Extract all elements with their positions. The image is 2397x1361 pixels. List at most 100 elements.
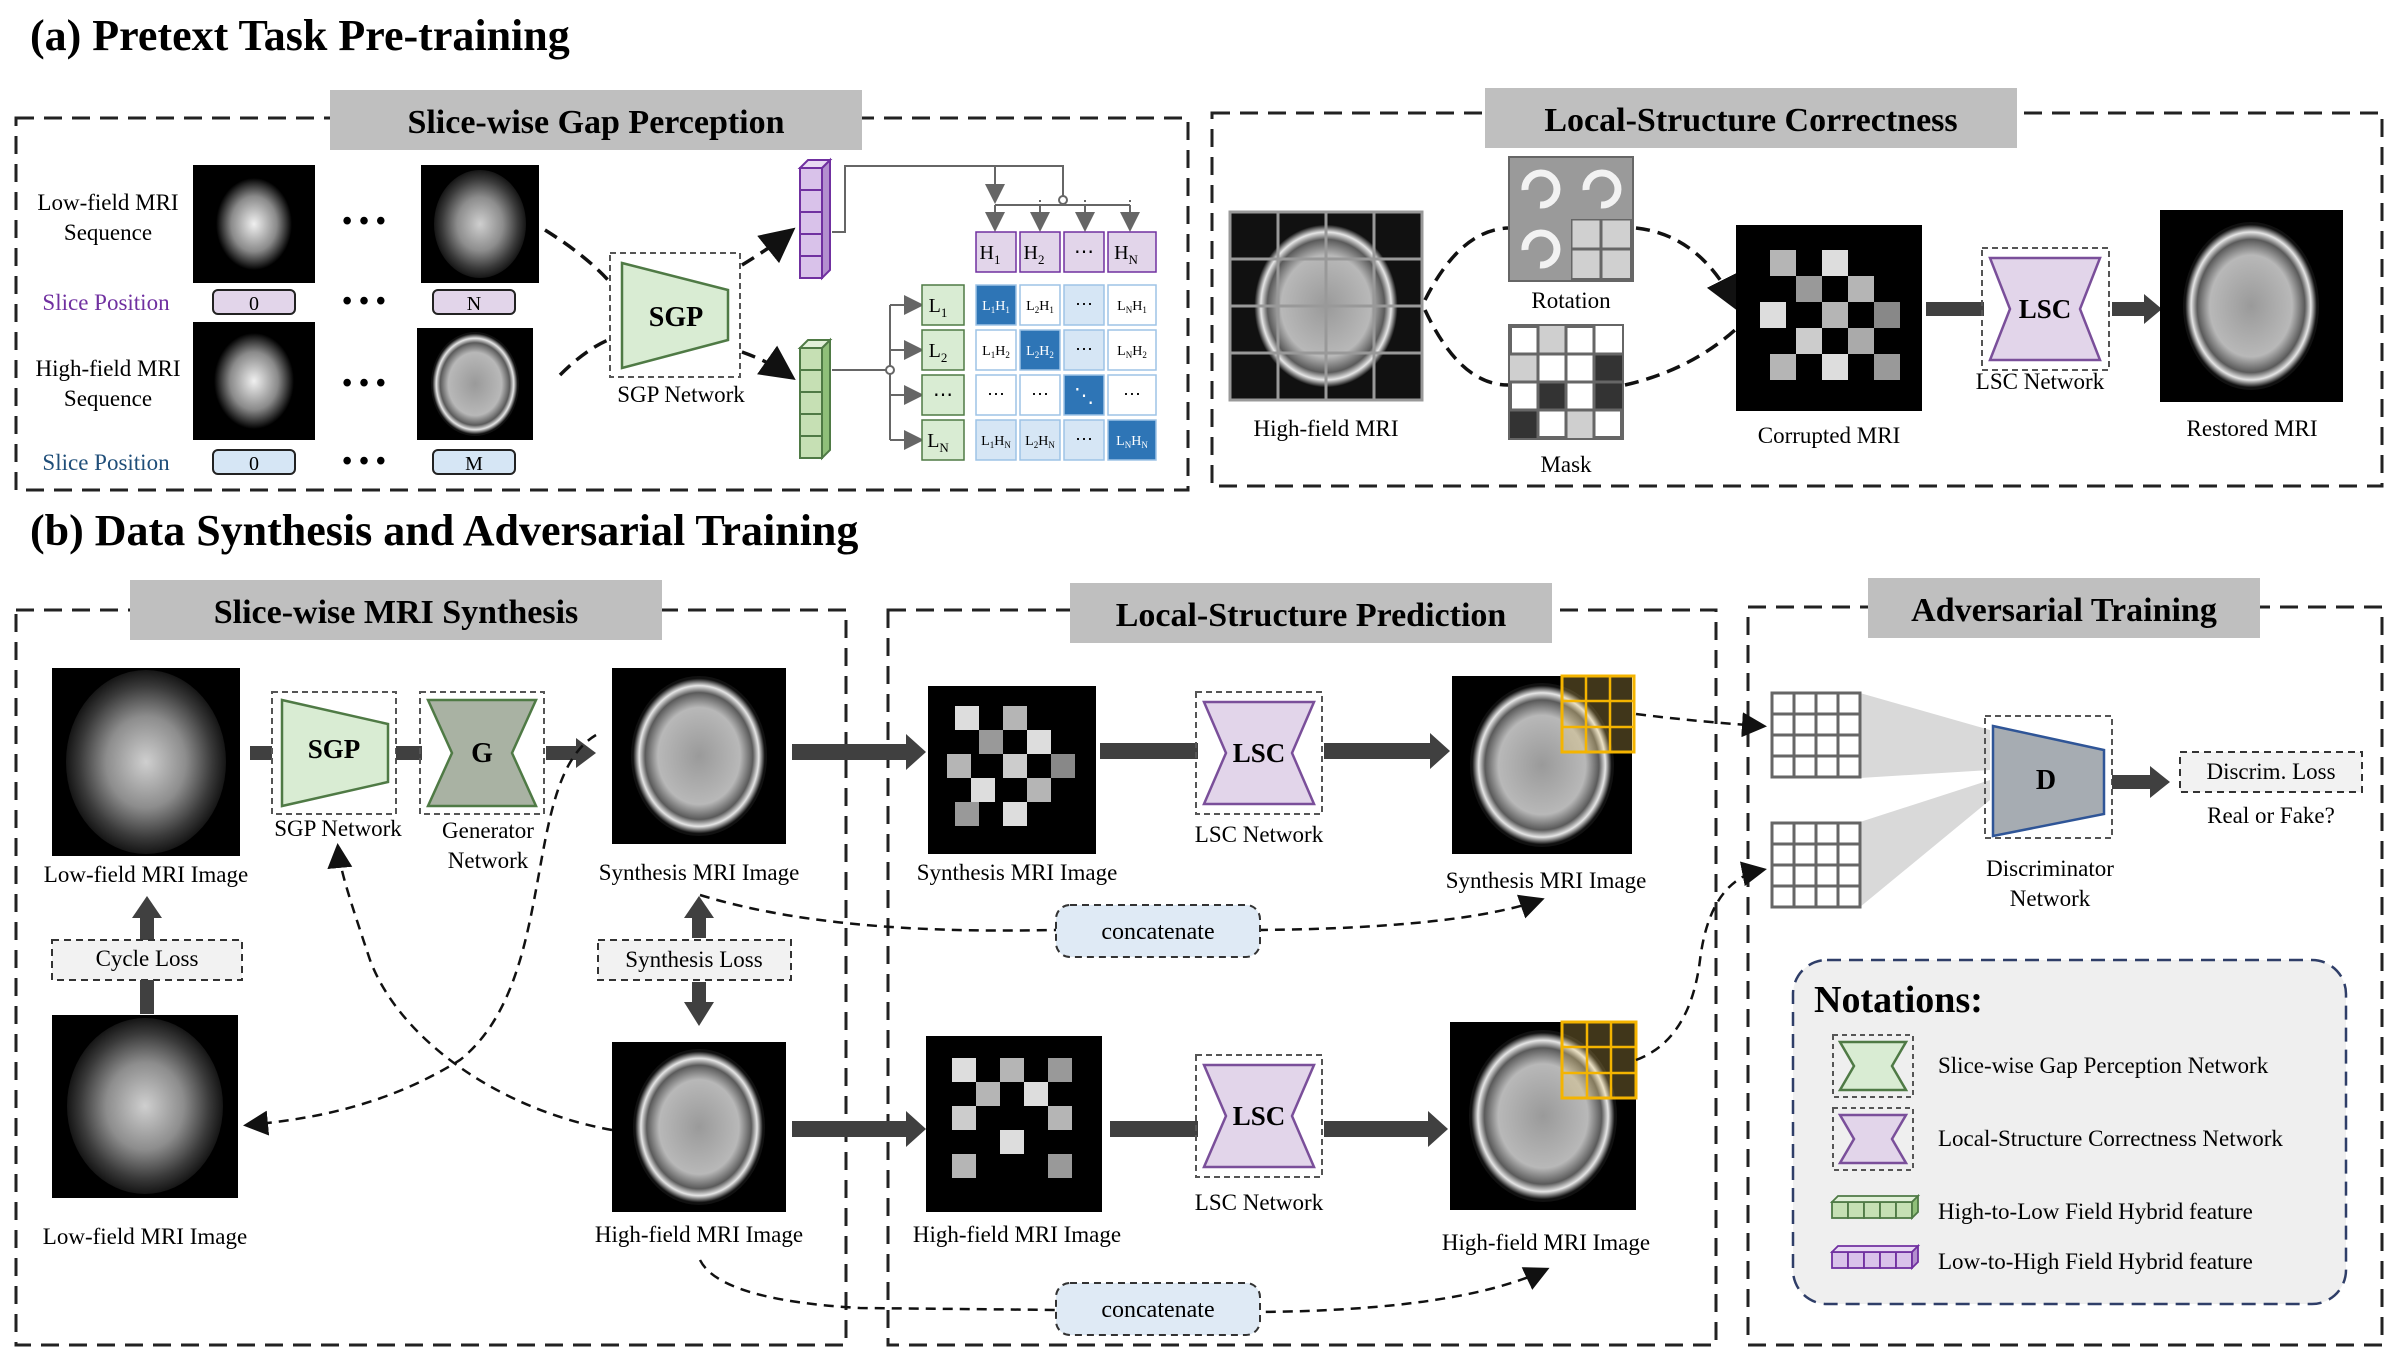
out-synthesis-patch-grid <box>1560 674 1636 754</box>
high-field-grid-lines <box>1228 210 1424 402</box>
sgp-panel-title: Slice-wise Gap Perception <box>407 104 784 141</box>
g-to-synth-arrow-body <box>546 746 578 760</box>
rotation-to-corrupted-arrow <box>1635 226 1739 312</box>
low-pos-end: N <box>467 293 481 315</box>
high-masked-label: High-field MRI Image <box>913 1222 1121 1247</box>
lsc-network-label-a: LSC Network <box>1976 369 2105 394</box>
pred-panel-title: Local-Structure Prediction <box>1116 597 1507 634</box>
slice-position-label-high: Slice Position <box>42 450 170 475</box>
low-to-sgp-arrow-b <box>250 746 272 760</box>
to-rotation-arrow <box>1423 226 1509 301</box>
h-header-row <box>975 231 1157 273</box>
svg-text:LNH1: LNH1 <box>1117 299 1147 315</box>
h-header-4: HN <box>1114 242 1138 267</box>
svg-text:L2H1: L2H1 <box>1026 299 1054 315</box>
mask-grid <box>1508 324 1624 440</box>
high-to-pred-arrow-body <box>792 1121 908 1137</box>
l-header-col <box>921 284 965 461</box>
concatenate-bottom-box <box>1055 1282 1261 1336</box>
high-dots-img: • • • <box>342 368 385 399</box>
pred-panel-frame <box>886 608 1718 1347</box>
patch-bottom-to-adv <box>1635 861 1767 1062</box>
synth-loss-arrow-down-body <box>692 982 706 1004</box>
generator-label-1: Generator <box>442 818 534 843</box>
lsc-top-dashed <box>1195 691 1323 815</box>
lsc-top-block <box>1202 700 1316 806</box>
discrim-loss-box <box>2179 751 2363 793</box>
sgp-block-label: SGP <box>649 302 703 333</box>
notation-purple-feature-icon <box>1829 1243 1921 1271</box>
lsc-top-to-out-arrow-head <box>1430 733 1450 769</box>
svg-text:L1HN: L1HN <box>981 434 1011 450</box>
corrupted-to-lsc-arrow <box>1926 302 1984 316</box>
notation-purple-feature-label: Low-to-High Field Hybrid feature <box>1938 1249 2253 1274</box>
high-pos-start-box <box>212 449 296 475</box>
lsc-block-a <box>1988 256 2102 362</box>
low-field-label-top: Low-field MRI Image <box>44 862 248 887</box>
high-pos-end-box <box>432 449 516 475</box>
lsc-bottom-dashed <box>1195 1054 1323 1178</box>
lsc-bottom-to-out-arrow-body <box>1324 1121 1430 1137</box>
out-high-label: High-field MRI Image <box>1442 1230 1650 1255</box>
masked-to-lsc-top-arrow <box>1100 743 1198 759</box>
high-to-sgp-dashed <box>327 843 613 1132</box>
concatenate-bottom-label: concatenate <box>1101 1297 1214 1323</box>
d-block-label: D <box>2036 765 2056 796</box>
synth-panel-title-bg <box>130 580 662 640</box>
lsc-top-to-out-arrow-body <box>1324 743 1432 759</box>
svg-text:L1H2: L1H2 <box>982 344 1010 360</box>
high-to-low-feature-stack <box>797 337 833 461</box>
h-header-1: H1 <box>980 242 1001 267</box>
synthesis-img-b1-brain <box>631 676 767 836</box>
high-to-sgp-arrow <box>558 338 609 377</box>
pred-panel-title-bg <box>1070 583 1552 643</box>
mask-to-corrupted-arrow <box>1624 328 1737 387</box>
notations-title: Notations: <box>1814 979 1983 1021</box>
sgp-panel-frame <box>14 116 1190 492</box>
synth-panel-title: Slice-wise MRI Synthesis <box>214 594 579 631</box>
high-dots-pos: • • • <box>342 446 385 477</box>
d-to-loss-arrow-body <box>2112 775 2152 789</box>
mask-label: Mask <box>1540 452 1592 477</box>
high-field-img-b1-label: High-field MRI Image <box>595 1222 803 1247</box>
adv-funnel-bottom <box>1860 780 1990 907</box>
corrupted-mri-label: Corrupted MRI <box>1758 423 1900 448</box>
synth-to-low-dashed <box>243 733 597 1136</box>
lsc-network-bottom-label: LSC Network <box>1195 1190 1324 1215</box>
g-block-dashed <box>419 691 545 815</box>
restored-mri-brain <box>2183 222 2319 390</box>
matrix-cell-labels: L1H1 L2H1 LNH1 L1H2 L2H2 LNH2 L1HN L2HN … <box>981 299 1148 450</box>
lsc-block-a-label: LSC <box>2019 294 2072 324</box>
h-branch-arrows <box>985 195 1140 232</box>
low-seq-label-1: Low-field MRI <box>37 190 178 215</box>
lsc-network-top-label: LSC Network <box>1195 822 1324 847</box>
cycle-lower-arrow <box>140 980 154 1014</box>
matrix-dots-r3c2: ⋯ <box>1031 384 1049 404</box>
adv-patch-grid-bottom <box>1770 821 1862 909</box>
svg-text:LNH2: LNH2 <box>1117 344 1147 360</box>
high-to-pred-arrow-head <box>906 1111 926 1147</box>
similarity-matrix <box>975 284 1157 461</box>
d-block-dashed <box>1984 715 2113 839</box>
generator-label-2: Network <box>448 848 529 873</box>
matrix-dots-r2: ⋯ <box>1075 339 1093 359</box>
out-synthesis-brain <box>1470 683 1614 847</box>
g-block-label: G <box>471 738 493 769</box>
lsc-block-dashed-a <box>1981 247 2110 371</box>
d-to-loss-arrow-head <box>2150 766 2170 798</box>
masked-to-lsc-bottom-arrow <box>1110 1121 1198 1137</box>
synthesis-masked-patches <box>947 706 1075 826</box>
g-to-synth-arrow-head <box>576 738 596 768</box>
svg-text:LNHN: LNHN <box>1116 434 1148 450</box>
discriminator-label-2: Network <box>2010 886 2091 911</box>
sgp-block <box>620 261 730 370</box>
concatenate-top-label: concatenate <box>1101 919 1214 945</box>
synth-loss-arrow-down <box>684 1002 714 1026</box>
high-seq-label-1: High-field MRI <box>35 356 180 381</box>
sgp-block-dashed <box>609 252 741 378</box>
matrix-dots-r3c4: ⋯ <box>1123 384 1141 404</box>
adv-funnel-top <box>1860 693 1990 778</box>
discrim-loss-label: Discrim. Loss <box>2206 759 2335 784</box>
synth-loss-arrow-up <box>684 896 714 918</box>
sgp-to-g-arrow <box>396 746 422 760</box>
